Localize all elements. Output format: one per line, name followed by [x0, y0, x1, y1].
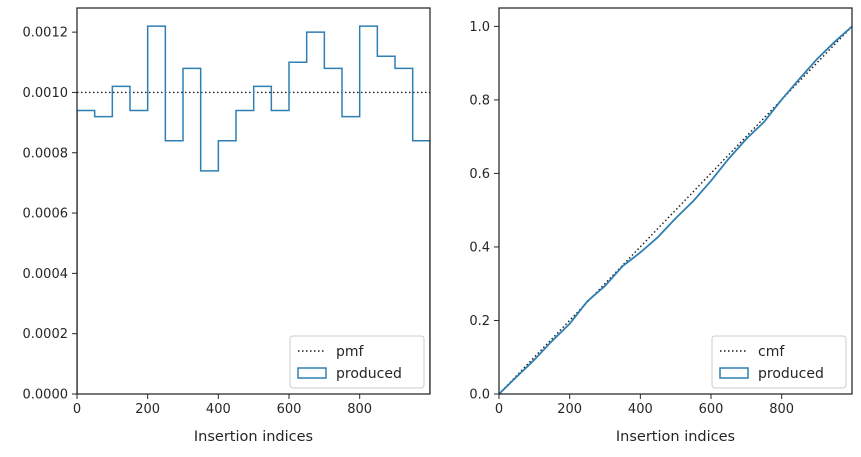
- y-tick-label: 0.0004: [23, 267, 69, 282]
- plot-area: [77, 25, 430, 394]
- x-tick-label: 0: [495, 402, 503, 417]
- x-tick-label: 800: [769, 402, 794, 417]
- y-tick-label: 0.6: [469, 167, 490, 182]
- legend-box: [711, 335, 847, 389]
- legend: cmf produced: [711, 335, 847, 389]
- chart-panel-1: 0 200 400 600 800 0.0000 0.0002 0.0004 0.0006 0.0…: [23, 7, 431, 445]
- axes-frame: [76, 7, 431, 395]
- axes-frame: [498, 7, 853, 395]
- y-tick-label: 0.0002: [23, 327, 69, 342]
- produced-histogram-step: [77, 25, 430, 394]
- x-tick-label: 0: [73, 402, 81, 417]
- x-axis-label: Insertion indices: [616, 429, 735, 445]
- chart-panel-2: 0 200 400 600 800 0.0 0.2 0.4 0.6 0.8 1.0 Insertion…: [469, 7, 853, 445]
- produced-cumulative-line: [499, 25, 852, 394]
- x-tick-label: 600: [277, 402, 302, 417]
- x-tick-label: 400: [206, 402, 231, 417]
- legend: pmf produced: [289, 335, 425, 389]
- y-tick-label: 0.0000: [23, 388, 69, 403]
- legend-label-cmf: cmf: [758, 344, 785, 360]
- y-tick-label: 0.0012: [23, 26, 69, 41]
- y-tick-label: 0.0006: [23, 207, 69, 222]
- legend-swatch-produced: [297, 367, 327, 379]
- legend-box: [289, 335, 425, 389]
- y-tick-label: 0.0: [469, 388, 490, 403]
- legend-label-produced: produced: [758, 366, 824, 382]
- x-axis-label: Insertion indices: [194, 429, 313, 445]
- legend-label-produced: produced: [336, 366, 402, 382]
- y-tick-label: 0.8: [469, 93, 490, 108]
- y-tick-label: 1.0: [469, 20, 490, 35]
- y-tick-label: 0.2: [469, 314, 490, 329]
- x-tick-label: 400: [628, 402, 653, 417]
- x-tick-label: 200: [135, 402, 160, 417]
- legend-label-pmf: pmf: [336, 344, 365, 360]
- x-tick-label: 800: [347, 402, 372, 417]
- y-tick-label: 0.0010: [23, 86, 69, 101]
- y-tick-label: 0.0008: [23, 146, 69, 161]
- legend-swatch-produced: [719, 367, 749, 379]
- y-tick-label: 0.4: [469, 240, 490, 255]
- x-tick-label: 600: [699, 402, 724, 417]
- x-tick-label: 200: [557, 402, 582, 417]
- cmf-reference-line: [499, 25, 852, 394]
- plot-area: [499, 25, 852, 394]
